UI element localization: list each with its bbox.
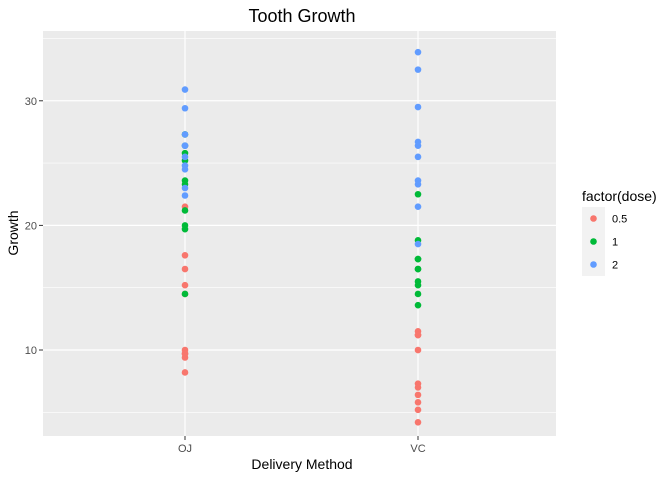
x-tick-label: OJ bbox=[178, 443, 192, 455]
legend-label: 0.5 bbox=[612, 214, 627, 226]
data-points bbox=[181, 48, 422, 426]
data-point-dose-2 bbox=[414, 153, 422, 161]
data-point-dose-1 bbox=[414, 301, 422, 309]
data-point-dose-2 bbox=[414, 180, 422, 188]
data-point-dose-2 bbox=[414, 103, 422, 111]
y-tick-label: 20 bbox=[25, 220, 37, 232]
data-point-dose-0_5 bbox=[181, 281, 189, 289]
data-point-dose-2 bbox=[181, 104, 189, 112]
data-point-dose-0_5 bbox=[414, 331, 422, 339]
data-point-dose-2 bbox=[414, 48, 422, 56]
legend: factor(dose) 0.5 1 2 bbox=[582, 188, 657, 276]
x-axis-ticks: OJ VC bbox=[178, 436, 426, 455]
data-point-dose-0_5 bbox=[181, 252, 189, 259]
data-point-dose-2 bbox=[414, 240, 422, 248]
data-point-dose-1 bbox=[181, 290, 189, 298]
data-point-dose-0_5 bbox=[414, 399, 422, 406]
y-tick-label: 30 bbox=[25, 96, 37, 108]
data-point-dose-2 bbox=[181, 131, 189, 138]
data-point-dose-1 bbox=[414, 290, 422, 298]
data-point-dose-0_5 bbox=[181, 265, 189, 273]
data-point-dose-0_5 bbox=[181, 350, 189, 358]
legend-key-swatch bbox=[590, 238, 597, 245]
y-tick-label: 10 bbox=[25, 345, 37, 357]
data-point-dose-1 bbox=[414, 278, 422, 285]
legend-title: factor(dose) bbox=[582, 188, 657, 204]
data-point-dose-1 bbox=[414, 255, 422, 263]
legend-key-swatch bbox=[590, 215, 597, 222]
data-point-dose-2 bbox=[414, 203, 422, 211]
data-point-dose-0_5 bbox=[414, 346, 422, 354]
data-point-dose-1 bbox=[414, 265, 422, 273]
data-point-dose-2 bbox=[181, 162, 189, 169]
y-axis-ticks: 10 20 30 bbox=[25, 96, 43, 357]
y-axis-title: Growth bbox=[5, 210, 21, 255]
data-point-dose-2 bbox=[181, 86, 189, 93]
data-point-dose-1 bbox=[414, 190, 422, 198]
data-point-dose-0_5 bbox=[414, 391, 422, 399]
data-point-dose-2 bbox=[181, 142, 189, 149]
x-tick-label: VC bbox=[410, 443, 425, 455]
gridlines bbox=[43, 31, 556, 436]
data-point-dose-0_5 bbox=[414, 418, 422, 426]
data-point-dose-0_5 bbox=[414, 406, 422, 414]
legend-label: 1 bbox=[612, 237, 618, 249]
data-point-dose-2 bbox=[181, 192, 189, 199]
plot-panel bbox=[43, 31, 556, 436]
data-point-dose-0_5 bbox=[181, 369, 189, 376]
chart-title: Tooth Growth bbox=[248, 6, 355, 26]
data-point-dose-2 bbox=[414, 138, 422, 146]
data-point-dose-1 bbox=[181, 222, 189, 229]
data-point-dose-2 bbox=[414, 66, 422, 73]
legend-key-swatch bbox=[590, 261, 597, 268]
data-point-dose-1 bbox=[181, 177, 189, 184]
data-point-dose-2 bbox=[181, 184, 189, 192]
data-point-dose-0_5 bbox=[414, 384, 422, 391]
x-axis-title: Delivery Method bbox=[251, 456, 352, 472]
legend-label: 2 bbox=[612, 260, 618, 272]
data-point-dose-1 bbox=[181, 207, 189, 214]
data-point-dose-2 bbox=[181, 153, 189, 161]
